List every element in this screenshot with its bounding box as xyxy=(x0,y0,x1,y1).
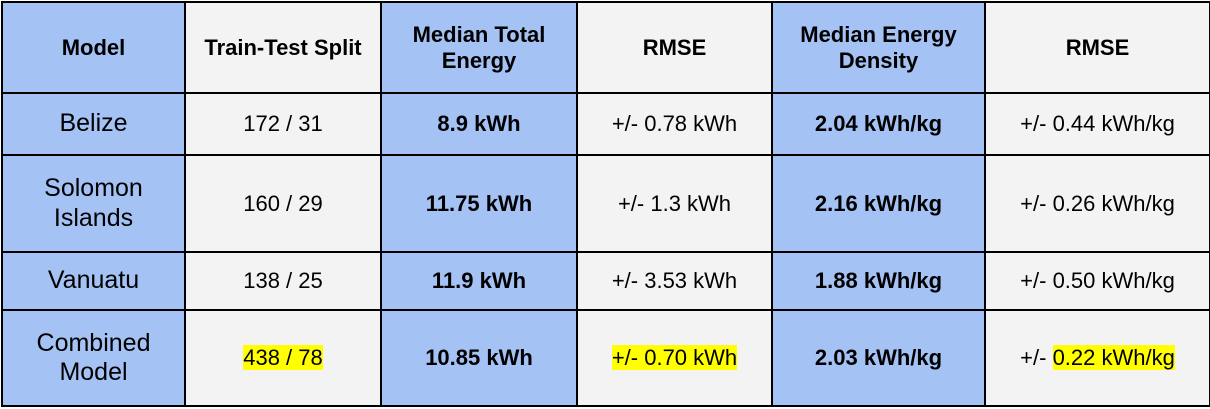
rmse-density-prefix: +/- xyxy=(1020,190,1053,216)
rmse-density-cell: +/- 0.22 kWh/kg xyxy=(984,309,1210,407)
header-train-test-split: Train-Test Split xyxy=(184,1,382,94)
energy-density-cell: 2.04 kWh/kg xyxy=(771,92,986,156)
total-energy-cell: 11.9 kWh xyxy=(380,251,578,311)
rmse-density-prefix: +/- xyxy=(1020,111,1053,137)
highlighted-rmse-density: 0.22 kWh/kg xyxy=(1052,345,1175,371)
split-cell: 438 / 78 xyxy=(184,309,382,407)
model-cell: Combined Model xyxy=(1,309,186,407)
rmse-density-cell: +/- 0.50 kWh/kg xyxy=(984,251,1210,311)
energy-density-cell: 1.88 kWh/kg xyxy=(771,251,986,311)
energy-density-cell: 2.16 kWh/kg xyxy=(771,154,986,253)
header-median-energy-density: Median Energy Density xyxy=(771,1,986,94)
split-cell: 138 / 25 xyxy=(184,251,382,311)
header-model: Model xyxy=(1,1,186,94)
energy-density-cell: 2.03 kWh/kg xyxy=(771,309,986,407)
table-row-combined-model: Combined Model 438 / 78 10.85 kWh +/- 0.… xyxy=(1,309,1210,407)
rmse-density-prefix: +/- xyxy=(1020,345,1053,371)
rmse-energy-cell: +/- 0.70 kWh xyxy=(576,309,773,407)
highlighted-rmse-energy: +/- 0.70 kWh xyxy=(611,345,738,371)
split-cell: 160 / 29 xyxy=(184,154,382,253)
rmse-density-cell: +/- 0.26 kWh/kg xyxy=(984,154,1210,253)
header-rmse-energy: RMSE xyxy=(576,1,773,94)
rmse-density-value: 0.50 kWh/kg xyxy=(1052,268,1175,294)
rmse-density-cell: +/- 0.44 kWh/kg xyxy=(984,92,1210,156)
header-median-total-energy: Median Total Energy xyxy=(380,1,578,94)
highlighted-split: 438 / 78 xyxy=(243,345,323,371)
rmse-energy-cell: +/- 1.3 kWh xyxy=(576,154,773,253)
header-rmse-density: RMSE xyxy=(984,1,1210,94)
rmse-density-value: 0.44 kWh/kg xyxy=(1052,111,1175,137)
rmse-density-value: 0.26 kWh/kg xyxy=(1052,190,1175,216)
split-cell: 172 / 31 xyxy=(184,92,382,156)
rmse-density-prefix: +/- xyxy=(1020,268,1053,294)
total-energy-cell: 8.9 kWh xyxy=(380,92,578,156)
table-row-vanuatu: Vanuatu 138 / 25 11.9 kWh +/- 3.53 kWh 1… xyxy=(1,251,1210,311)
total-energy-cell: 11.75 kWh xyxy=(380,154,578,253)
rmse-energy-cell: +/- 3.53 kWh xyxy=(576,251,773,311)
model-cell: Solomon Islands xyxy=(1,154,186,253)
model-cell: Vanuatu xyxy=(1,251,186,311)
model-cell: Belize xyxy=(1,92,186,156)
header-row: Model Train-Test Split Median Total Ener… xyxy=(1,1,1210,94)
table-row-solomon-islands: Solomon Islands 160 / 29 11.75 kWh +/- 1… xyxy=(1,154,1210,253)
rmse-energy-cell: +/- 0.78 kWh xyxy=(576,92,773,156)
table-row-belize: Belize 172 / 31 8.9 kWh +/- 0.78 kWh 2.0… xyxy=(1,92,1210,156)
total-energy-cell: 10.85 kWh xyxy=(380,309,578,407)
